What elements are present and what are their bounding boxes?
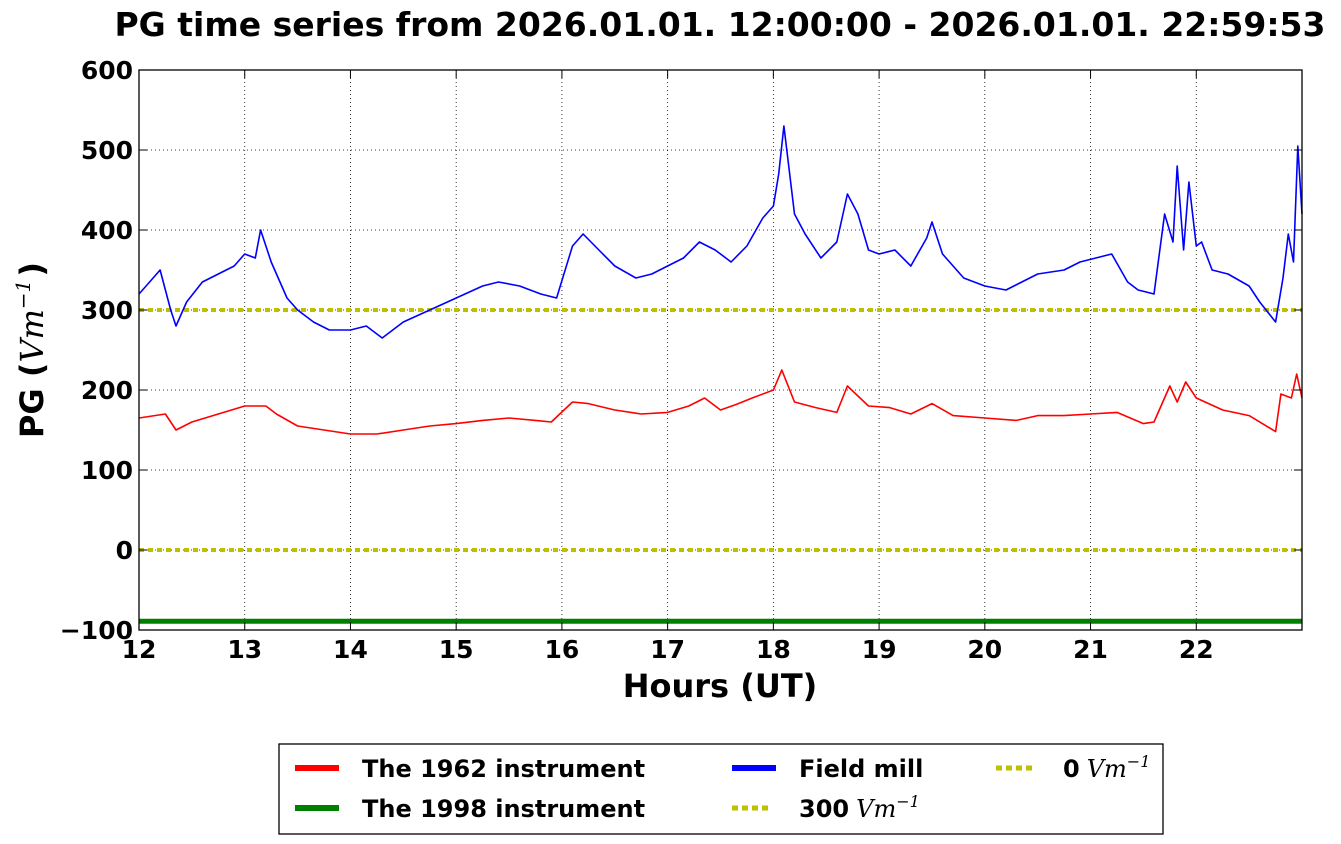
y-tick-label: 600 bbox=[81, 56, 133, 85]
y-axis-label-close: ) bbox=[13, 262, 51, 277]
x-tick-label: 15 bbox=[439, 635, 474, 664]
legend-label: Field mill bbox=[799, 755, 923, 783]
legend-label: 300 Vm−1 bbox=[799, 792, 920, 823]
y-axis-ticks: −100 0 100 200 300 400 500 600 bbox=[60, 56, 1302, 645]
y-tick-label: 400 bbox=[81, 216, 133, 245]
y-tick-label: −100 bbox=[60, 616, 133, 645]
legend-label: The 1998 instrument bbox=[362, 795, 645, 823]
x-tick-label: 14 bbox=[333, 635, 368, 664]
x-tick-label: 19 bbox=[862, 635, 897, 664]
x-axis-label: Hours (UT) bbox=[623, 667, 818, 705]
legend-label: The 1962 instrument bbox=[362, 755, 645, 783]
x-tick-label: 20 bbox=[967, 635, 1002, 664]
y-axis-label-exponent: −1 bbox=[11, 280, 35, 309]
y-tick-label: 100 bbox=[81, 456, 133, 485]
x-tick-label: 18 bbox=[756, 635, 791, 664]
series-layer bbox=[138, 125, 1303, 624]
x-tick-label: 16 bbox=[545, 635, 580, 664]
y-tick-label: 0 bbox=[116, 536, 133, 565]
legend-box bbox=[278, 743, 1164, 835]
x-tick-label: 21 bbox=[1073, 635, 1108, 664]
y-axis-label: PG (Vm−1) bbox=[11, 262, 51, 438]
x-tick-label: 17 bbox=[650, 635, 685, 664]
legend-label: 0 Vm−1 bbox=[1063, 752, 1150, 783]
plot-frame bbox=[138, 69, 1303, 631]
legend: The 1962 instrument The 1998 instrument Fi… bbox=[278, 743, 1164, 835]
x-tick-label: 13 bbox=[227, 635, 262, 664]
chart-title: PG time series from 2026.01.01. 12:00:00… bbox=[115, 5, 1326, 44]
y-tick-label: 500 bbox=[81, 136, 133, 165]
series-field-mill bbox=[138, 125, 1303, 339]
x-tick-label: 22 bbox=[1179, 635, 1214, 664]
grid-lines bbox=[138, 69, 1302, 631]
y-axis-label-text: PG ( bbox=[13, 363, 51, 438]
x-tick-label: 12 bbox=[122, 635, 157, 664]
y-axis-label-unit: Vm bbox=[13, 309, 51, 362]
svg-text:PG (Vm−1): PG (Vm−1) bbox=[11, 262, 51, 438]
y-tick-label: 300 bbox=[81, 296, 133, 325]
x-axis-ticks: 12 13 14 15 16 17 18 19 20 21 22 bbox=[122, 70, 1214, 664]
y-tick-label: 200 bbox=[81, 376, 133, 405]
series-the-1962-instrument bbox=[138, 369, 1303, 435]
